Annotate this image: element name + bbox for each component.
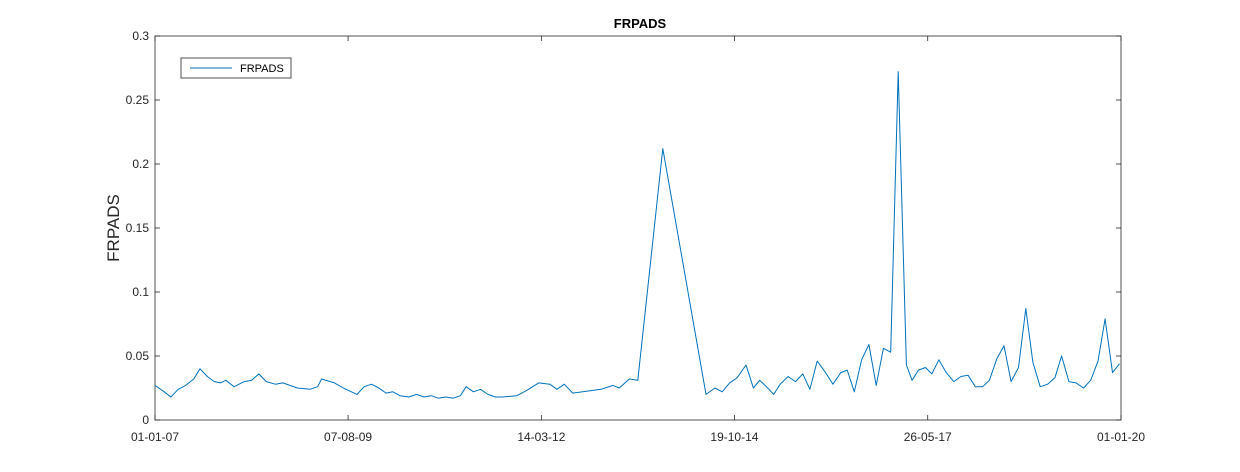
chart-title: FRPADS <box>614 16 667 31</box>
y-axis-label: FRPADS <box>104 194 123 262</box>
y-tick-label: 0.15 <box>126 221 150 235</box>
series-line-frpads <box>154 71 1120 399</box>
legend-label: FRPADS <box>240 63 284 75</box>
series-layer <box>154 71 1120 399</box>
x-axis: 01-01-07 07-08-09 14-03-12 19-10-14 26-05-17… <box>131 36 1145 444</box>
y-tick-label: 0 <box>142 413 149 427</box>
y-tick-label: 0.3 <box>132 29 149 43</box>
y-axis: 0 0.05 0.1 0.15 0.2 0.25 0.3 <box>126 29 1121 427</box>
x-tick-label: 26-05-17 <box>904 430 952 444</box>
y-tick-label: 0.25 <box>126 93 150 107</box>
y-tick-label: 0.2 <box>132 157 149 171</box>
y-tick-label: 0.05 <box>126 349 150 363</box>
x-tick-label: 07-08-09 <box>324 430 372 444</box>
x-tick-label: 19-10-14 <box>710 430 758 444</box>
plot-border <box>154 35 1122 421</box>
x-tick-label: 14-03-12 <box>517 430 565 444</box>
legend: FRPADS <box>180 57 292 79</box>
y-tick-label: 0.1 <box>132 285 149 299</box>
legend-box <box>180 57 292 79</box>
plot-area <box>154 35 1122 421</box>
x-tick-label: 01-01-20 <box>1097 430 1145 444</box>
x-tick-label: 01-01-07 <box>131 430 179 444</box>
